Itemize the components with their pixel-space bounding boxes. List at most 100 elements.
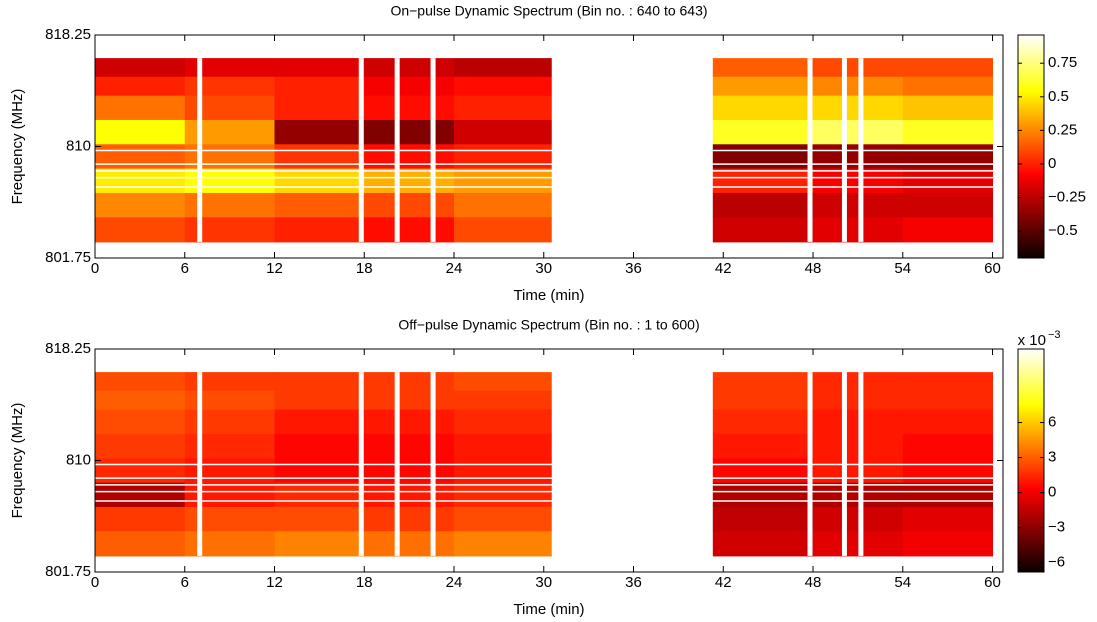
heatmap-cell — [712, 168, 814, 193]
heatmap-cell — [813, 409, 904, 434]
heatmap-cell — [454, 506, 552, 532]
heatmap-cell — [95, 168, 186, 193]
x-tick-label: 6 — [181, 260, 189, 277]
heatmap-cell — [274, 143, 365, 169]
heatmap-cell — [95, 530, 186, 557]
heatmap-cell — [95, 76, 186, 96]
heatmap-cell — [95, 409, 186, 434]
heatmap-cell — [364, 433, 455, 459]
heatmap-cell — [95, 482, 186, 507]
heatmap-cell — [813, 506, 904, 532]
heatmap-cell — [712, 372, 814, 391]
heatmap-cell — [813, 216, 904, 243]
heatmap-cell — [184, 390, 276, 410]
y-tick-label: 801.75 — [45, 249, 91, 266]
heatmap-cell — [454, 530, 552, 557]
heatmap-cell — [712, 433, 814, 459]
heatmap-cell — [274, 119, 365, 145]
x-tick-label: 42 — [715, 574, 732, 591]
heatmap-cell — [274, 506, 365, 532]
heatmap-cell — [813, 58, 904, 77]
heatmap-cell — [364, 482, 455, 507]
heatmap-cell — [454, 58, 552, 77]
heatmap-cell — [364, 409, 455, 434]
heatmap-cell — [813, 143, 904, 169]
heatmap-cell — [712, 58, 814, 77]
heatmap-cell — [184, 58, 276, 77]
heatmap-cell — [902, 168, 994, 193]
heatmap-cell — [712, 95, 814, 120]
colorbar-tick-label: 6 — [1048, 414, 1056, 431]
heatmap-cell — [902, 409, 994, 434]
heatmap-cell — [274, 76, 365, 96]
colorbar-tick-label: 0.75 — [1048, 54, 1077, 71]
heatmap-cell — [95, 58, 186, 77]
heatmap-cell — [95, 143, 186, 169]
heatmap-cell — [712, 192, 814, 218]
heatmap-cell — [95, 216, 186, 243]
heatmap-cell — [274, 58, 365, 77]
heatmap-cell — [813, 192, 904, 218]
heatmap-cell — [902, 372, 994, 391]
colorbar — [1017, 348, 1045, 573]
x-tick-label: 24 — [446, 260, 463, 277]
heatmap-cell — [364, 143, 455, 169]
heatmap-cell — [902, 58, 994, 77]
heatmap-cell — [902, 482, 994, 507]
x-tick-label: 36 — [625, 260, 642, 277]
y-tick-label: 810 — [66, 451, 91, 468]
heatmap-cell — [712, 409, 814, 434]
x-tick-label: 54 — [894, 574, 911, 591]
heatmap-cell — [454, 216, 552, 243]
heatmap-cell — [95, 506, 186, 532]
x-axis-label: Time (min) — [513, 287, 584, 304]
heatmap-cell — [184, 76, 276, 96]
heatmap-cell — [902, 216, 994, 243]
x-tick-label: 18 — [356, 574, 373, 591]
chart-title: Off−pulse Dynamic Spectrum (Bin no. : 1 … — [398, 317, 699, 333]
heatmap-cell — [454, 390, 552, 410]
heatmap-cell — [95, 119, 186, 145]
heatmap-cell — [274, 95, 365, 120]
heatmap-cell — [712, 530, 814, 557]
x-tick-label: 12 — [266, 260, 283, 277]
heatmap-cell — [95, 457, 186, 483]
heatmap-cell — [712, 482, 814, 507]
heatmap-cell — [95, 192, 186, 218]
heatmap-cell — [712, 76, 814, 96]
colorbar-tick-label: 0.5 — [1048, 88, 1069, 105]
heatmap-cell — [454, 143, 552, 169]
heatmap-cell — [274, 390, 365, 410]
y-tick-label: 810 — [66, 137, 91, 154]
heatmap-cell — [902, 506, 994, 532]
x-tick-label: 0 — [91, 574, 99, 591]
x-tick-label: 6 — [181, 574, 189, 591]
heatmap-cell — [274, 192, 365, 218]
heatmap-cell — [813, 95, 904, 120]
heatmap-cell — [902, 192, 994, 218]
heatmap-cell — [454, 168, 552, 193]
heatmap-cell — [813, 482, 904, 507]
heatmap-cell — [813, 457, 904, 483]
heatmap-cell — [813, 530, 904, 557]
heatmap-cell — [454, 433, 552, 459]
heatmap-cell — [902, 143, 994, 169]
y-axis-label: Frequency (MHz) — [9, 89, 26, 205]
heatmap-cell — [813, 119, 904, 145]
colorbar-tick-label: 0.25 — [1048, 121, 1077, 138]
heatmap-cell — [364, 457, 455, 483]
x-tick-label: 24 — [446, 574, 463, 591]
heatmap-cell — [274, 372, 365, 391]
heatmap-cell — [274, 409, 365, 434]
heatmap-cell — [364, 119, 455, 145]
heatmap-cell — [813, 168, 904, 193]
heatmap-cell — [454, 119, 552, 145]
heatmap-cell — [712, 119, 814, 145]
heatmap-cell — [364, 192, 455, 218]
colorbar-tick-label: 0 — [1048, 155, 1056, 172]
heatmap-cell — [95, 433, 186, 459]
heatmap-cell — [95, 372, 186, 391]
heatmap-cell — [274, 168, 365, 193]
y-tick-label: 818.25 — [45, 340, 91, 357]
